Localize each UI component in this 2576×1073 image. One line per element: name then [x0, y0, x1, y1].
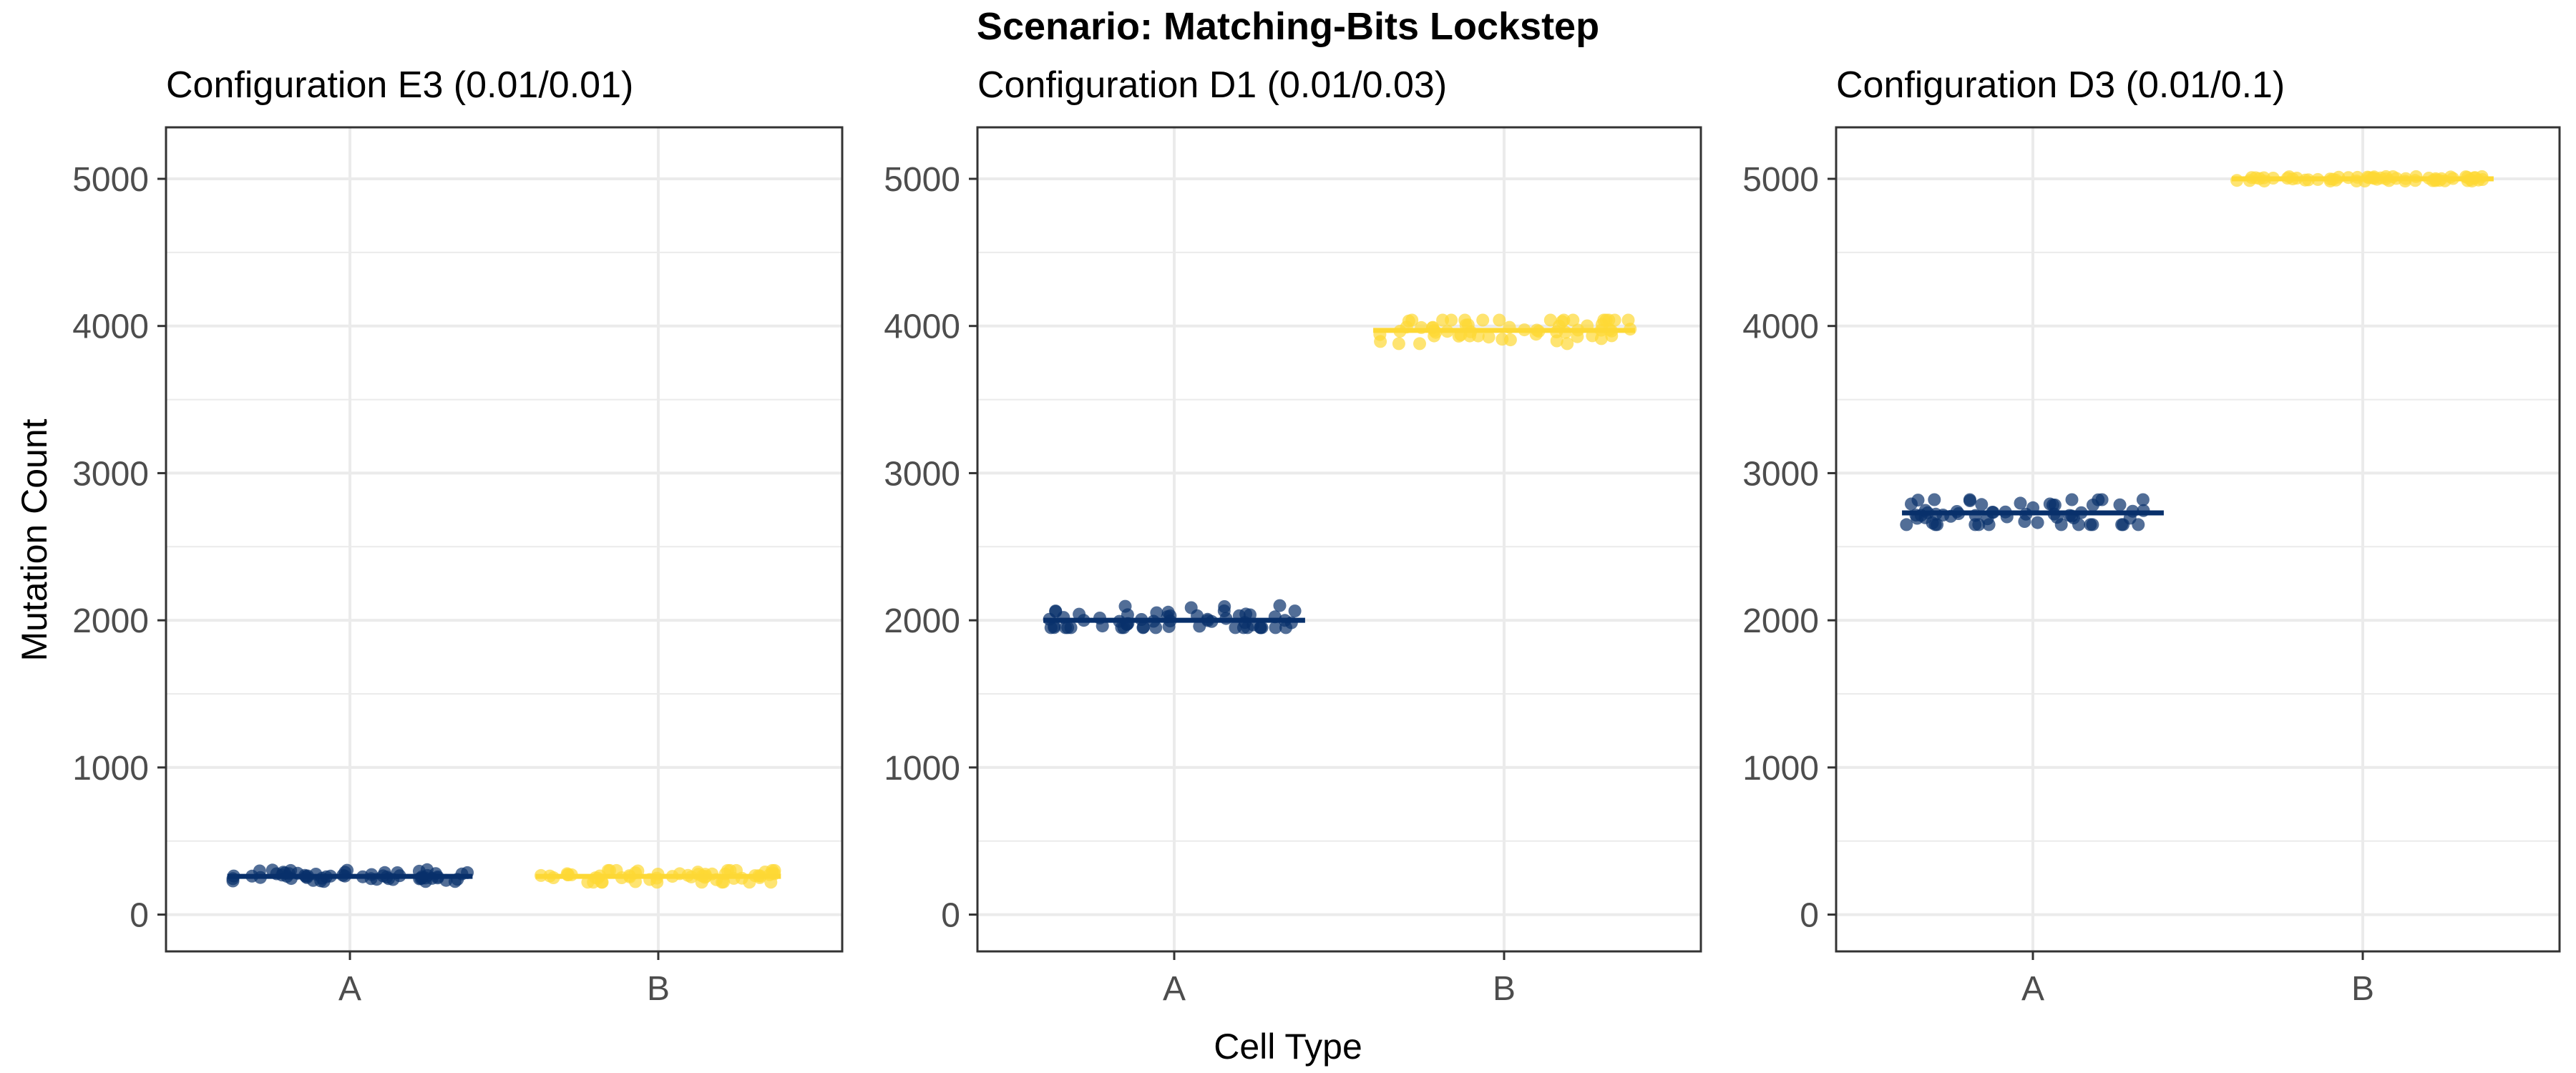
panel-2: Configuration D1 (0.01/0.03) 0 1000 2000 300… [884, 64, 1702, 1008]
y-tick-label: 4000 [1742, 308, 1819, 346]
y-tick-label: 3000 [1742, 455, 1819, 493]
series-B [535, 863, 781, 889]
data-point [2092, 493, 2105, 506]
data-point [2014, 496, 2027, 510]
y-tick-label: 5000 [72, 161, 149, 199]
y-tick-label: 5000 [884, 161, 960, 199]
data-point [1162, 619, 1176, 633]
data-point [1048, 621, 1061, 635]
y-tick-label: 0 [130, 897, 149, 935]
data-point [1118, 599, 1132, 613]
y-tick-label: 2000 [72, 602, 149, 640]
y-tick-label: 0 [941, 897, 960, 935]
data-point [1594, 332, 1608, 346]
data-point [1229, 621, 1242, 635]
data-point [1900, 518, 1913, 531]
data-point [2136, 493, 2150, 506]
x-tick-label: B [647, 970, 670, 1008]
data-point [1452, 329, 1465, 343]
y-tick-label: 2000 [884, 602, 960, 640]
data-point [1392, 337, 1405, 351]
data-point [1543, 313, 1557, 327]
panels: Configuration E3 (0.01/0.01) 0 1000 2000 300… [72, 64, 2561, 1008]
data-point [1374, 335, 1387, 348]
data-point [1972, 518, 1986, 531]
x-tick-label: A [2021, 970, 2044, 1008]
data-point [2086, 518, 2099, 531]
panel-1: Configuration E3 (0.01/0.01) 0 1000 2000 300… [72, 64, 844, 1008]
y-tick-label: 3000 [884, 455, 960, 493]
data-point [721, 863, 734, 877]
data-point [1928, 493, 1941, 506]
x-axis-label: Cell Type [1214, 1027, 1362, 1067]
data-point [1621, 313, 1635, 327]
y-tick-label: 3000 [72, 455, 149, 493]
data-point [610, 863, 623, 877]
series-B [2230, 170, 2494, 188]
data-point [2115, 518, 2129, 531]
panel-border [165, 126, 844, 953]
x-tick-label: A [338, 970, 361, 1008]
y-axis-label: Mutation Count [14, 418, 54, 661]
panel-3: Configuration D3 (0.01/0.1) 0 1000 2000 3000… [1742, 64, 2561, 1008]
data-point [2031, 516, 2044, 529]
series-B [1373, 313, 1637, 351]
panel-border [1835, 126, 2561, 953]
y-tick-label: 1000 [72, 750, 149, 788]
y-tick-label: 0 [1800, 897, 1819, 935]
y-tick-label: 4000 [884, 308, 960, 346]
data-point [1928, 518, 1942, 531]
x-tick-label: B [2351, 970, 2374, 1008]
panel-title: Configuration E3 (0.01/0.01) [166, 64, 633, 106]
figure-title: Scenario: Matching-Bits Lockstep [977, 5, 1599, 48]
data-point [2113, 498, 2127, 511]
data-point [2054, 518, 2068, 531]
data-point [1161, 605, 1175, 619]
data-point [1279, 621, 1292, 635]
data-point [1982, 518, 1996, 531]
y-tick-label: 1000 [1742, 750, 1819, 788]
data-point [1963, 493, 1976, 506]
data-point [2132, 518, 2145, 531]
data-point [1503, 333, 1517, 347]
data-point [1288, 604, 1302, 618]
data-point [2046, 499, 2059, 511]
x-tick-label: A [1163, 970, 1186, 1008]
data-point [1273, 599, 1287, 612]
data-point [1269, 621, 1282, 635]
panel-border [976, 126, 1702, 953]
data-point [1476, 313, 1490, 327]
data-point [766, 863, 779, 877]
data-point [1905, 497, 1918, 511]
panel-title: Configuration D1 (0.01/0.03) [977, 64, 1447, 106]
data-point [1049, 604, 1063, 618]
data-point [1059, 621, 1072, 635]
data-point [1445, 313, 1458, 327]
data-point [1602, 313, 1616, 327]
data-point [284, 863, 298, 877]
data-point [2065, 493, 2079, 506]
data-point [1493, 313, 1506, 327]
series-A [226, 863, 474, 888]
y-tick-label: 5000 [1742, 161, 1819, 199]
data-point [1482, 330, 1496, 344]
data-point [1413, 337, 1426, 351]
data-point [1556, 315, 1569, 328]
data-point [1184, 601, 1198, 614]
y-tick-label: 4000 [72, 308, 149, 346]
data-point [1975, 498, 1989, 511]
series-A [1043, 599, 1305, 635]
y-tick-label: 1000 [884, 750, 960, 788]
data-point [1218, 600, 1231, 613]
panel-title: Configuration D3 (0.01/0.1) [1836, 64, 2285, 106]
data-point [1566, 313, 1580, 327]
series-A [1900, 493, 2164, 531]
y-tick-label: 2000 [1742, 602, 1819, 640]
x-tick-label: B [1493, 970, 1516, 1008]
data-point [595, 876, 609, 889]
data-point [1561, 337, 1574, 351]
